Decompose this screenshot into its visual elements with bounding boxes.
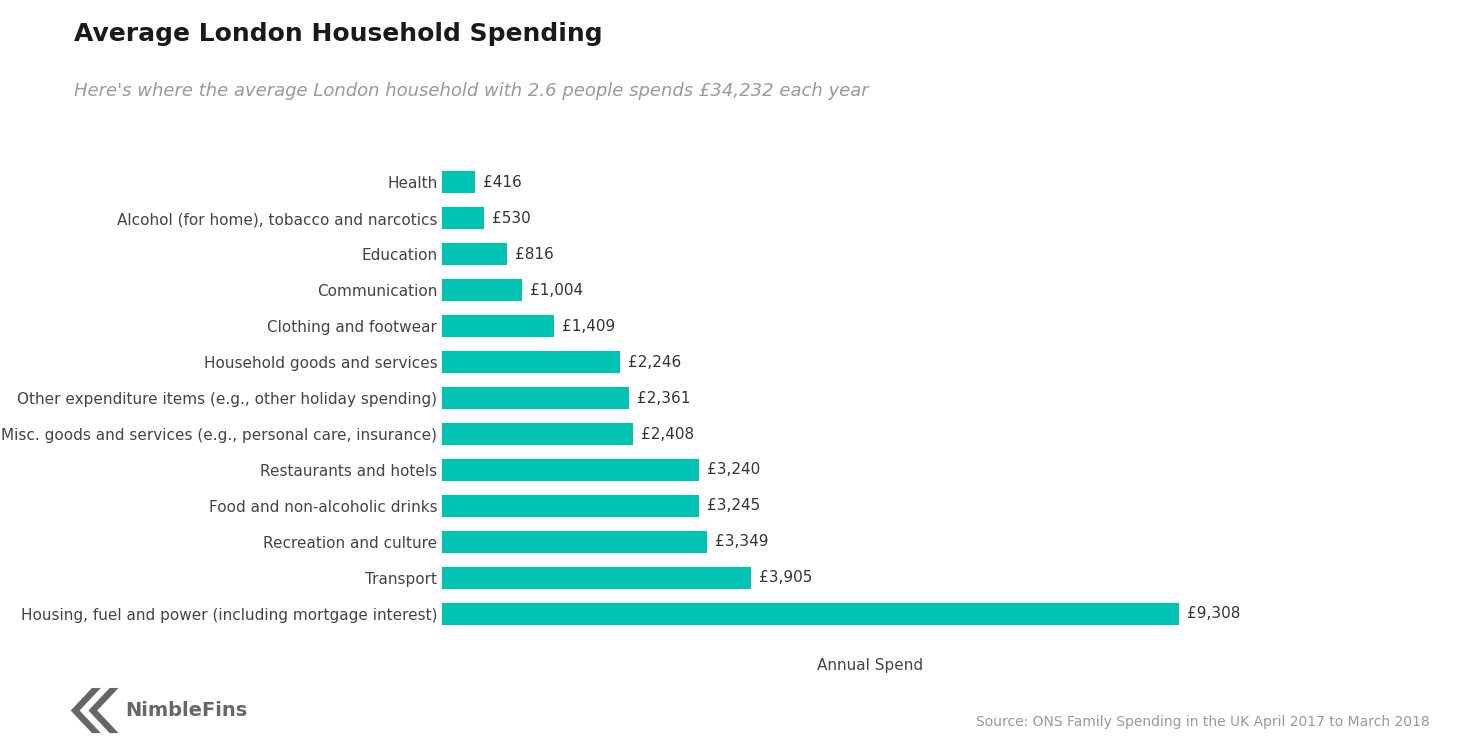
Bar xyxy=(442,459,699,481)
Text: £2,246: £2,246 xyxy=(628,355,681,370)
Text: £2,361: £2,361 xyxy=(637,391,690,405)
Bar xyxy=(442,603,1179,625)
Polygon shape xyxy=(88,688,118,733)
X-axis label: Annual Spend: Annual Spend xyxy=(817,658,923,673)
Bar xyxy=(442,387,629,409)
Text: £816: £816 xyxy=(514,247,553,262)
Bar xyxy=(442,567,752,589)
Text: Source: ONS Family Spending in the UK April 2017 to March 2018: Source: ONS Family Spending in the UK Ap… xyxy=(976,715,1430,729)
Text: £1,004: £1,004 xyxy=(529,283,582,298)
Bar xyxy=(442,243,507,265)
Text: Here's where the average London household with 2.6 people spends £34,232 each ye: Here's where the average London househol… xyxy=(74,82,868,100)
Bar xyxy=(442,423,632,445)
Bar xyxy=(442,531,708,553)
Text: £2,408: £2,408 xyxy=(641,426,694,441)
Text: NimbleFins: NimbleFins xyxy=(125,701,248,720)
Bar xyxy=(442,351,621,373)
Text: Average London Household Spending: Average London Household Spending xyxy=(74,22,603,46)
Bar xyxy=(442,315,554,337)
Text: £3,240: £3,240 xyxy=(706,463,759,478)
Text: £9,308: £9,308 xyxy=(1187,606,1240,621)
Text: £3,245: £3,245 xyxy=(708,498,761,513)
Text: £1,409: £1,409 xyxy=(562,318,615,333)
Bar xyxy=(442,171,475,193)
Text: £416: £416 xyxy=(483,175,522,190)
Bar xyxy=(442,208,483,229)
Polygon shape xyxy=(71,688,100,733)
Text: £3,349: £3,349 xyxy=(715,534,769,549)
Bar xyxy=(442,496,699,517)
Text: £3,905: £3,905 xyxy=(759,571,812,586)
Text: £530: £530 xyxy=(492,211,531,225)
Bar xyxy=(442,279,522,301)
